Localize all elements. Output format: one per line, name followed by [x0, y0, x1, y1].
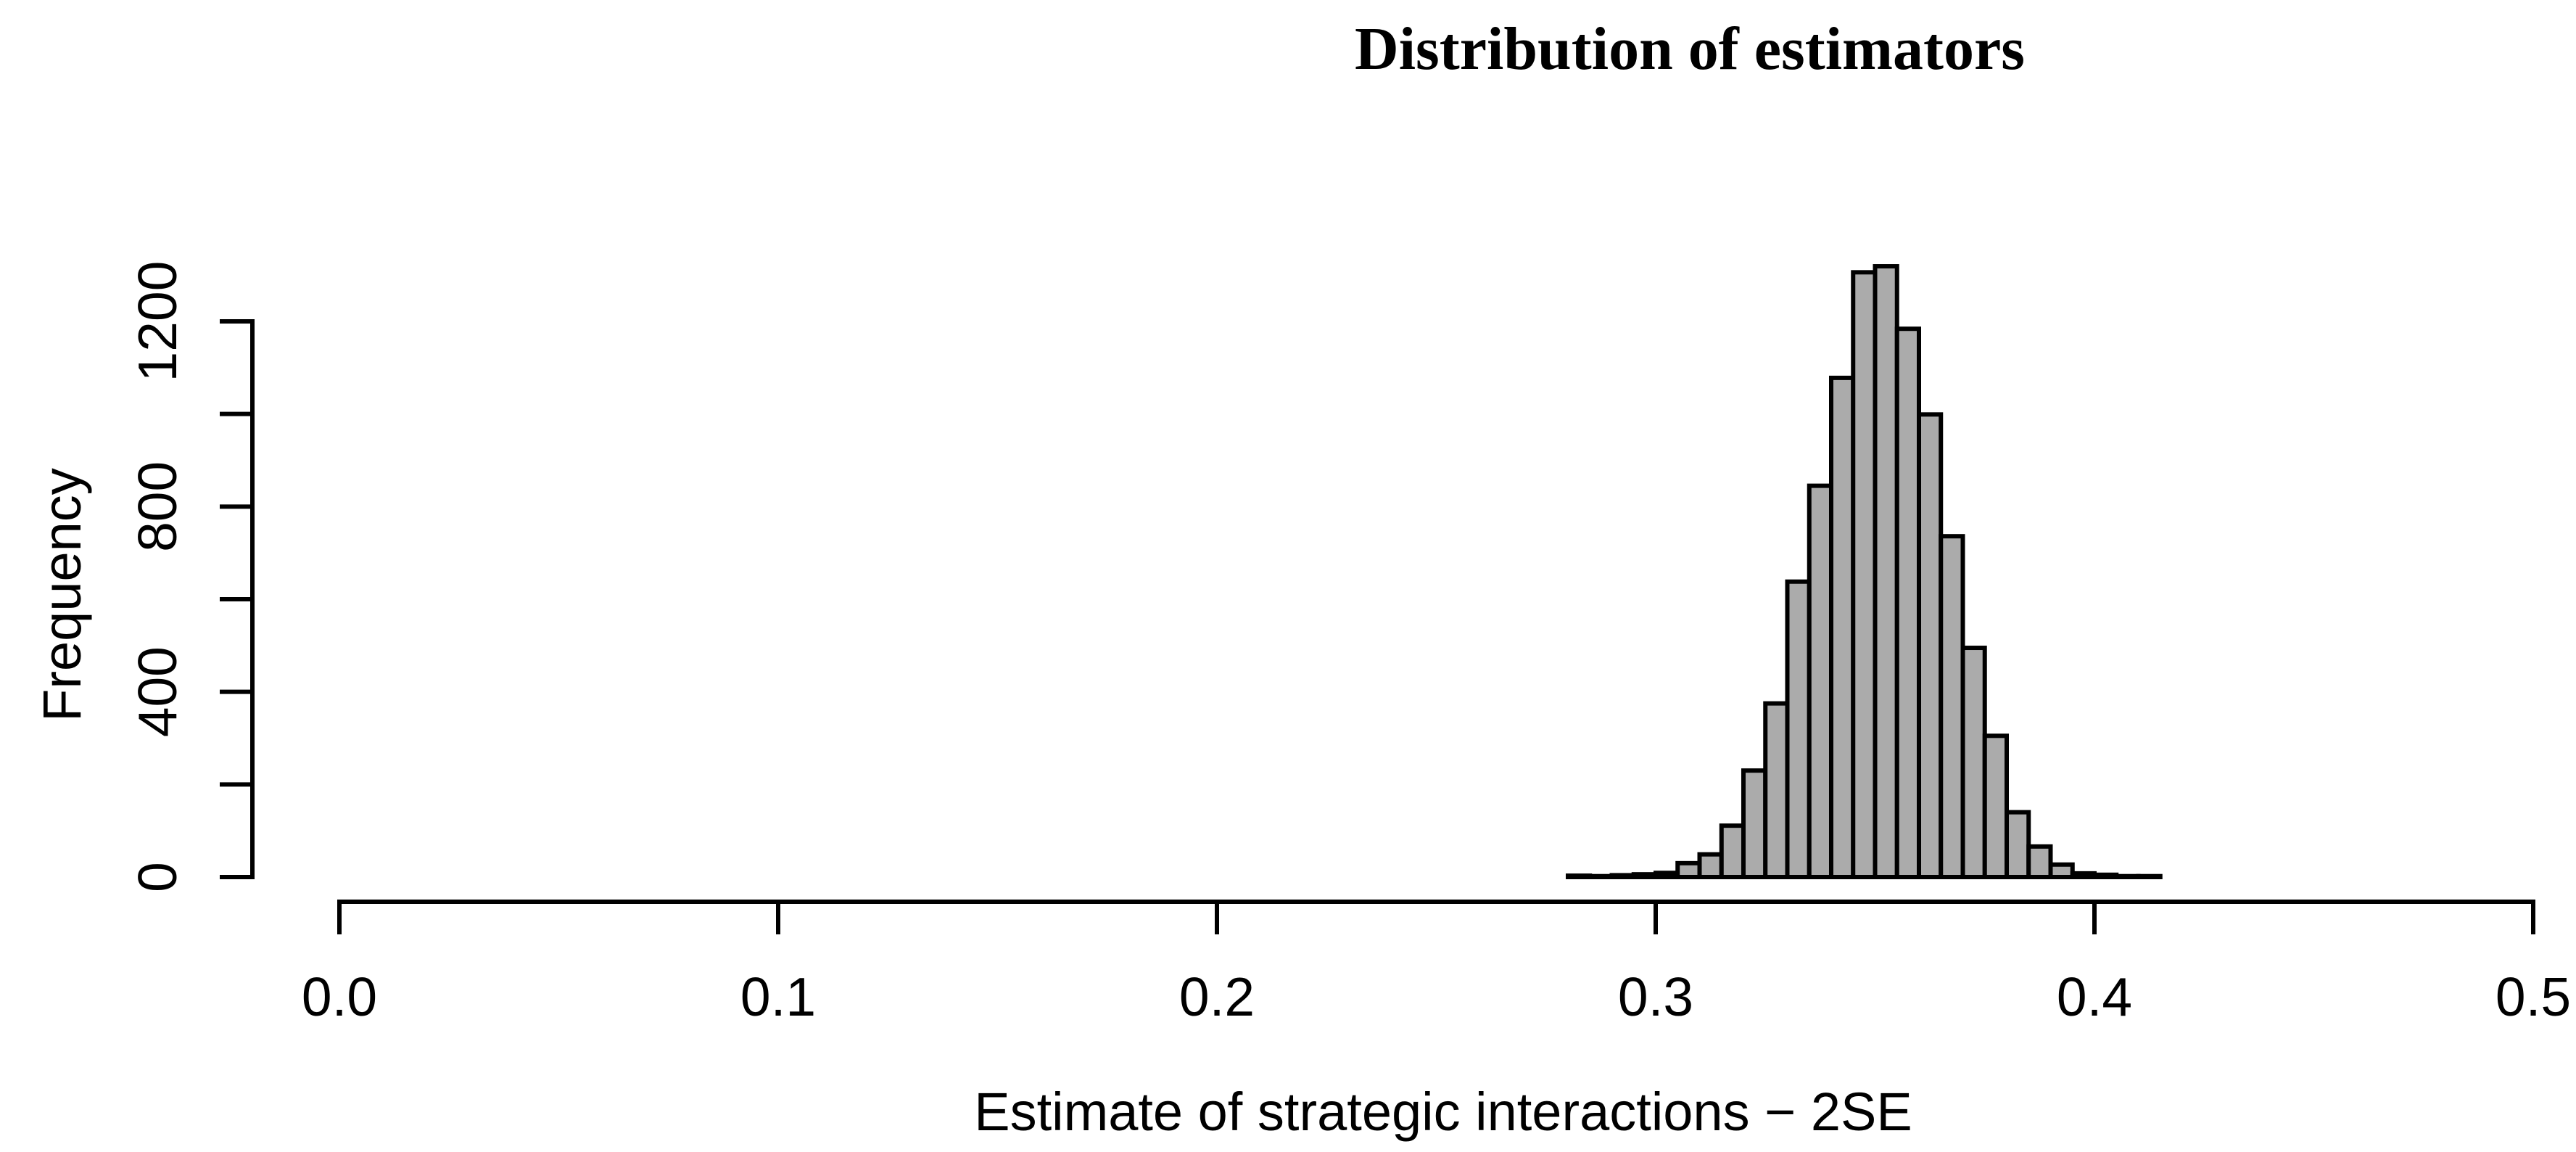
histogram-bar	[2070, 871, 2097, 879]
histogram-bar	[1763, 701, 1790, 879]
x-tick-label: 0.4	[2057, 966, 2132, 1027]
x-axis-label: Estimate of strategic interactions − 2SE	[974, 1082, 1912, 1142]
x-tick-label: 0.0	[302, 966, 377, 1027]
histogram-bar	[1939, 534, 1965, 879]
histogram-bar	[2005, 810, 2031, 879]
histogram-bar	[2048, 862, 2075, 880]
x-tick-label: 0.3	[1618, 966, 1693, 1027]
histogram-bar	[2114, 873, 2141, 880]
histogram-bar	[1675, 860, 1702, 879]
y-tick-label: 800	[127, 461, 188, 552]
histogram-bar	[2092, 872, 2119, 880]
histogram-bar	[1829, 375, 1856, 879]
x-tick-label: 0.1	[740, 966, 816, 1027]
histogram-bar	[1719, 823, 1746, 880]
histogram-bar	[1960, 646, 1987, 880]
histogram-bar	[1807, 483, 1833, 879]
y-tick-label: 400	[127, 646, 188, 737]
histogram-bar	[1873, 264, 1899, 879]
y-tick-label: 0	[127, 862, 188, 892]
y-tick-label: 1200	[127, 261, 188, 382]
histogram-bar	[1697, 852, 1724, 880]
histogram-bar	[1609, 873, 1636, 879]
histogram-bar	[2026, 844, 2053, 879]
histogram-bar	[1566, 873, 1593, 879]
histogram-bar	[1894, 326, 1921, 880]
histogram-bar	[2136, 873, 2163, 880]
histogram-bar	[1654, 871, 1680, 880]
histogram-bar	[1631, 872, 1658, 880]
histogram-bar	[1785, 579, 1812, 879]
y-axis-label: Frequency	[32, 468, 92, 722]
x-tick-label: 0.5	[2496, 966, 2571, 1027]
histogram-bar	[1982, 733, 2009, 880]
histogram-bar	[1588, 873, 1614, 880]
x-tick-label: 0.2	[1179, 966, 1255, 1027]
chart-title: Distribution of estimators	[1355, 15, 2025, 83]
histogram-bar	[1917, 412, 1944, 879]
histogram-bar	[1741, 768, 1768, 880]
histogram-bar	[1851, 270, 1878, 879]
